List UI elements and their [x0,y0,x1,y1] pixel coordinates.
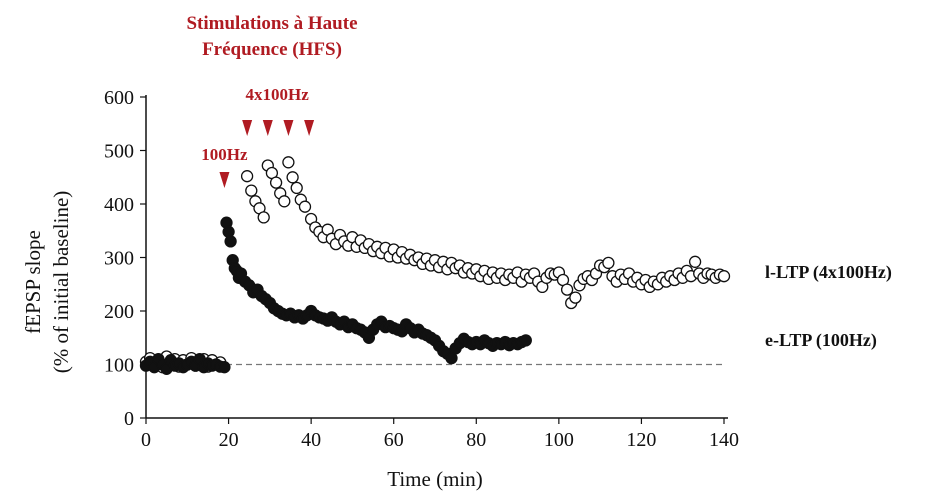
y-tick-label: 500 [104,141,134,163]
x-tick-label: 80 [466,429,486,451]
stimulation-arrow [283,120,294,136]
point-l-ltp [240,170,254,183]
x-tick-label: 140 [709,429,739,451]
series-label-e-ltp: e-LTP (100Hz) [765,330,877,351]
point-e-ltp [218,361,231,374]
stimulation-arrow [262,120,273,136]
y-axis-label-line2: (% of initial baseline) [49,191,73,374]
x-tick-label: 20 [219,429,239,451]
point-l-ltp [688,255,702,268]
point-l-ltp [278,195,291,208]
y-axis-label-line1: fEPSP slope [21,230,45,334]
stimulation-arrow [242,120,253,136]
axes: 0 100 200 300 400 500 600 0 20 40 60 80 100 120 140 [104,87,739,451]
y-tick-label: 400 [104,194,134,216]
data-points [139,156,731,375]
point-l-ltp [269,176,283,189]
chart-title-line1: Stimulations à Haute [186,13,357,34]
x-tick-label: 100 [544,429,574,451]
x-tick-label: 60 [384,429,404,451]
stimulation-label: 100Hz [201,145,248,164]
x-axis-label: Time (min) [387,467,482,491]
point-e-ltp [519,334,532,347]
stimulation-arrow [304,120,315,136]
point-l-ltp [298,200,312,213]
y-tick-label: 300 [104,248,134,270]
point-l-ltp [257,211,270,224]
stimulation-markers: 100Hz 4x100Hz [201,85,315,188]
point-l-ltp [282,156,295,169]
y-tick-label: 100 [104,355,134,377]
stimulation-label: 4x100Hz [246,85,310,104]
y-axis-label: fEPSP slope (% of initial baseline) [21,191,73,374]
point-l-ltp [286,171,299,184]
stimulation-arrow [219,172,230,188]
x-tick-label: 40 [301,429,321,451]
point-l-ltp [290,181,303,195]
point-l-ltp [717,270,731,283]
x-tick-label: 120 [626,429,656,451]
point-e-ltp [224,235,237,248]
point-l-ltp [569,291,582,304]
chart-title-line2: Fréquence (HFS) [202,39,342,60]
x-tick-label: 0 [141,429,151,451]
point-l-ltp [245,184,258,197]
y-tick-label: 0 [124,408,134,430]
y-tick-label: 600 [104,87,134,109]
point-l-ltp [560,283,574,296]
point-l-ltp [602,256,615,270]
y-tick-label: 200 [104,301,134,323]
series-label-l-ltp: l-LTP (4x100Hz) [765,262,892,283]
